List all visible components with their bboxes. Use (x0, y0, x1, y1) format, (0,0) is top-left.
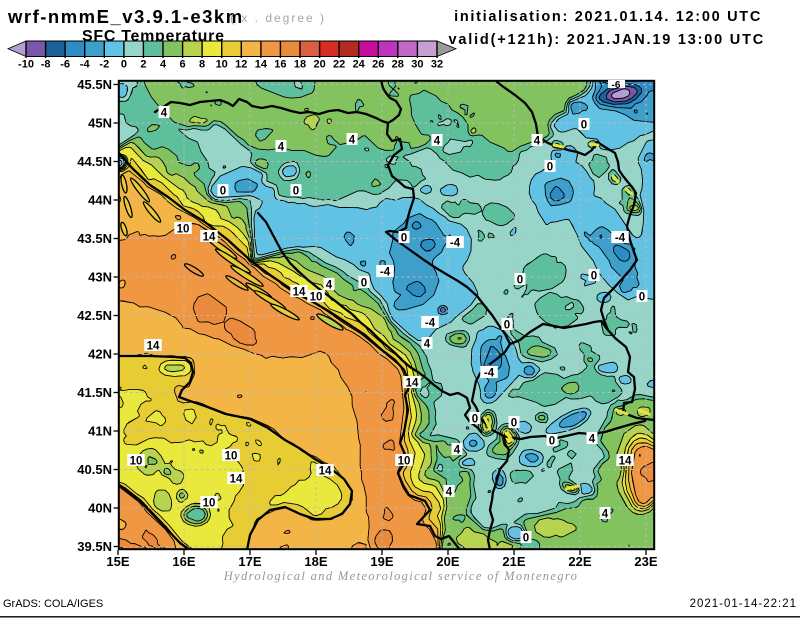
svg-text:-6: -6 (612, 80, 621, 91)
svg-text:19E: 19E (370, 554, 393, 569)
svg-text:44.5N: 44.5N (77, 154, 112, 169)
svg-text:16: 16 (274, 59, 286, 71)
svg-text:10: 10 (310, 292, 323, 304)
svg-text:0: 0 (639, 292, 645, 304)
svg-text:4: 4 (349, 135, 356, 147)
svg-text:( x . degree ): ( x . degree ) (230, 11, 326, 25)
svg-text:2021-01-14-22:21: 2021-01-14-22:21 (690, 598, 797, 610)
svg-text:14: 14 (147, 341, 160, 353)
svg-text:45N: 45N (88, 116, 112, 131)
svg-text:6: 6 (180, 59, 186, 71)
svg-text:0: 0 (472, 414, 478, 426)
svg-text:18E: 18E (304, 554, 327, 569)
svg-text:32: 32 (431, 59, 443, 71)
svg-text:28: 28 (392, 59, 404, 71)
svg-text:-4: -4 (450, 238, 461, 250)
svg-text:24: 24 (353, 59, 366, 71)
svg-text:40N: 40N (88, 501, 112, 516)
svg-text:22: 22 (333, 59, 345, 71)
svg-text:16E: 16E (172, 554, 195, 569)
svg-text:40.5N: 40.5N (77, 462, 112, 477)
svg-text:Hydrological and Meteorologica: Hydrological and Meteorological service … (223, 569, 578, 583)
svg-text:14: 14 (406, 378, 419, 390)
svg-text:4: 4 (161, 108, 168, 120)
svg-text:2: 2 (140, 59, 146, 71)
svg-text:0: 0 (517, 275, 523, 287)
svg-text:10: 10 (177, 224, 190, 236)
svg-text:14: 14 (230, 474, 243, 486)
svg-text:0: 0 (293, 186, 299, 198)
svg-text:15E: 15E (106, 554, 129, 569)
svg-text:12: 12 (235, 59, 247, 71)
svg-text:4: 4 (434, 136, 441, 148)
svg-text:10: 10 (225, 451, 238, 463)
svg-text:20E: 20E (436, 554, 459, 569)
svg-text:10: 10 (216, 59, 228, 71)
svg-text:30: 30 (411, 59, 423, 71)
svg-text:43.5N: 43.5N (77, 231, 112, 246)
svg-text:14: 14 (203, 232, 216, 244)
svg-text:-2: -2 (99, 59, 109, 71)
svg-text:4: 4 (602, 509, 609, 521)
svg-text:0: 0 (401, 233, 407, 245)
svg-text:0: 0 (511, 418, 517, 430)
svg-text:17E: 17E (238, 554, 261, 569)
svg-text:0: 0 (504, 320, 510, 332)
svg-text:-10: -10 (18, 59, 34, 71)
svg-text:-4: -4 (80, 59, 91, 71)
svg-text:42.5N: 42.5N (77, 308, 112, 323)
svg-text:0: 0 (549, 436, 555, 448)
svg-text:4: 4 (446, 487, 453, 499)
svg-text:14: 14 (255, 59, 268, 71)
svg-text:-6: -6 (60, 59, 70, 71)
svg-text:initialisation: 2021.01.14. 12: initialisation: 2021.01.14. 12:00 UTC (454, 9, 762, 25)
svg-text:0: 0 (547, 162, 553, 174)
svg-text:-4: -4 (425, 318, 436, 330)
svg-text:44N: 44N (88, 193, 112, 208)
svg-text:0: 0 (591, 271, 597, 283)
svg-text:45.5N: 45.5N (77, 77, 112, 92)
svg-text:10: 10 (398, 456, 411, 468)
svg-text:18: 18 (294, 59, 306, 71)
svg-text:4: 4 (454, 445, 461, 457)
svg-text:21E: 21E (502, 554, 525, 569)
svg-text:0: 0 (523, 533, 529, 545)
svg-text:4: 4 (278, 142, 285, 154)
svg-text:-4: -4 (484, 368, 495, 380)
svg-text:4: 4 (589, 434, 596, 446)
svg-text:GrADS: COLA/IGES: GrADS: COLA/IGES (3, 598, 103, 610)
svg-text:23E: 23E (634, 554, 657, 569)
svg-text:41N: 41N (88, 424, 112, 439)
svg-text:0: 0 (361, 278, 367, 290)
svg-text:4: 4 (160, 59, 167, 71)
svg-text:-8: -8 (41, 59, 51, 71)
svg-text:4: 4 (326, 280, 333, 292)
svg-text:8: 8 (199, 59, 205, 71)
svg-text:4: 4 (534, 136, 541, 148)
svg-text:22E: 22E (568, 554, 591, 569)
svg-text:wrf-nmmE_v3.9.1-e3km: wrf-nmmE_v3.9.1-e3km (7, 6, 244, 27)
svg-text:0: 0 (220, 186, 226, 198)
svg-text:26: 26 (372, 59, 384, 71)
svg-text:valid(+121h): 2021.JAN.19 13:0: valid(+121h): 2021.JAN.19 13:00 UTC (449, 32, 765, 48)
svg-text:39.5N: 39.5N (77, 539, 112, 554)
svg-text:43N: 43N (88, 270, 112, 285)
svg-text:0: 0 (581, 120, 587, 132)
svg-text:20: 20 (313, 59, 325, 71)
svg-text:-4: -4 (615, 233, 626, 245)
svg-text:14: 14 (619, 456, 632, 468)
svg-text:10: 10 (130, 456, 143, 468)
svg-text:-4: -4 (380, 267, 391, 279)
svg-text:10: 10 (203, 498, 216, 510)
svg-text:14: 14 (319, 466, 332, 478)
svg-text:41.5N: 41.5N (77, 385, 112, 400)
svg-text:42N: 42N (88, 347, 112, 362)
svg-text:4: 4 (424, 339, 431, 351)
svg-text:0: 0 (121, 59, 127, 71)
svg-text:14: 14 (293, 287, 306, 299)
